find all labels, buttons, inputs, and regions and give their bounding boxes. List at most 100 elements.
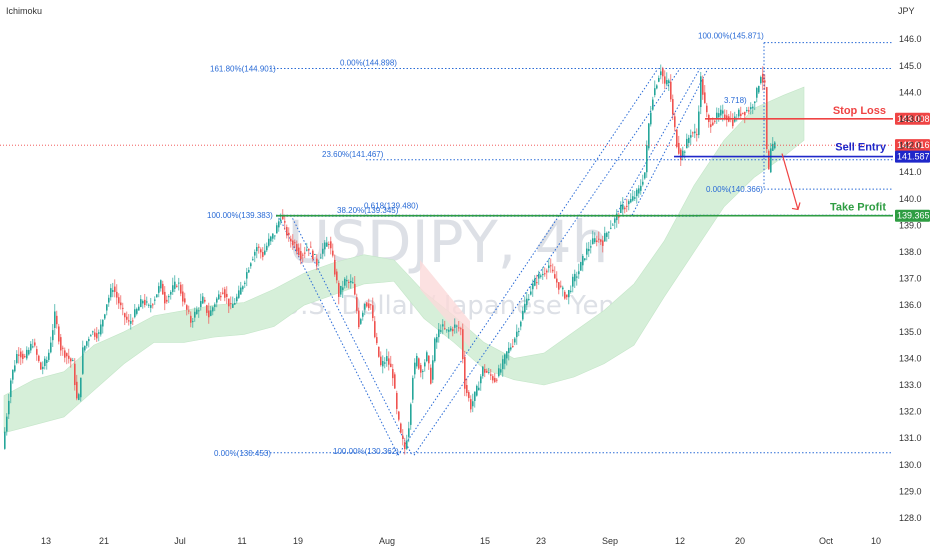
candle-body	[466, 385, 468, 393]
candle	[132, 317, 134, 326]
sell-entry-badge: 141.587	[895, 150, 930, 163]
candle-body	[230, 303, 232, 305]
candle	[710, 117, 712, 133]
candle	[226, 286, 228, 304]
candle-body	[764, 80, 766, 83]
candle	[522, 306, 524, 321]
candle-body	[526, 298, 528, 306]
candle-body	[104, 314, 106, 319]
candle-body	[384, 362, 386, 364]
candle-body	[612, 224, 614, 226]
candle-body	[742, 112, 744, 114]
candle-body	[56, 315, 58, 325]
candle	[172, 277, 174, 295]
candle	[486, 368, 488, 374]
candle	[140, 295, 142, 308]
candle	[402, 429, 404, 446]
candle	[264, 243, 266, 256]
candle-body	[404, 442, 406, 450]
candle-body	[428, 355, 430, 364]
candle-body	[162, 283, 164, 295]
candle-body	[432, 360, 434, 380]
candle-body	[646, 145, 648, 173]
candle	[194, 307, 196, 322]
take-profit-badge-bg	[895, 209, 930, 222]
candle	[276, 222, 278, 234]
candle	[4, 427, 6, 450]
candle	[640, 179, 642, 195]
candle-body	[594, 238, 596, 243]
candle	[566, 294, 568, 300]
candle-body	[146, 301, 148, 303]
candle	[504, 353, 506, 370]
candle	[446, 329, 448, 333]
candle-body	[210, 310, 212, 316]
candle	[66, 352, 68, 365]
candle-body	[250, 263, 252, 267]
candle-body	[172, 285, 174, 292]
candle-body	[376, 337, 378, 344]
candle	[578, 263, 580, 279]
candle	[740, 106, 742, 120]
candle	[382, 355, 384, 374]
candle	[478, 381, 480, 391]
candle-body	[52, 330, 54, 341]
candle	[138, 304, 140, 311]
candle-body	[350, 280, 352, 283]
candle	[52, 324, 54, 348]
candle-body	[198, 310, 200, 312]
candle	[536, 274, 538, 290]
candle-body	[482, 366, 484, 377]
candle	[502, 355, 504, 377]
candle-body	[686, 138, 688, 149]
candle-body	[674, 116, 676, 128]
time-axis[interactable]: 13 21 Jul 11 19 Aug 15 23 Sep 12 20 Oct 10	[41, 536, 881, 546]
candle	[592, 230, 594, 245]
candle-body	[568, 290, 570, 298]
candle-body	[344, 278, 346, 286]
candle	[500, 363, 502, 375]
candle	[430, 364, 432, 385]
y-tick-label: 135.0	[899, 327, 922, 337]
candle-body	[502, 359, 504, 370]
candle	[130, 313, 132, 330]
candle	[182, 284, 184, 307]
candle-body	[668, 80, 670, 84]
candle-body	[340, 285, 342, 295]
candle	[214, 302, 216, 312]
candle	[368, 298, 370, 311]
y-tick-label: 138.0	[899, 247, 922, 257]
candle-body	[556, 278, 558, 283]
candle	[30, 341, 32, 354]
candle	[80, 377, 82, 402]
candle-body	[610, 227, 612, 229]
candle-body	[566, 294, 568, 298]
price-axis[interactable]: 128.0 129.0 130.0 131.0 132.0 133.0 134.0 135.0…	[899, 34, 922, 523]
candle	[268, 233, 270, 248]
y-tick-label: 134.0	[899, 353, 922, 363]
candle	[62, 345, 64, 356]
candle	[190, 311, 192, 328]
candle	[346, 275, 348, 288]
candle	[632, 190, 634, 202]
candle	[570, 285, 572, 294]
candle-body	[182, 291, 184, 302]
candle	[596, 235, 598, 247]
candle-body	[272, 233, 274, 239]
candle	[690, 129, 692, 146]
candle	[284, 214, 286, 231]
y-tick-label: 141.0	[899, 167, 922, 177]
stop-loss-text: Stop Loss	[833, 105, 886, 117]
candle-body	[700, 76, 702, 108]
candle	[654, 80, 656, 98]
candle	[552, 263, 554, 274]
fib-diagonal	[413, 68, 681, 456]
candle	[412, 375, 414, 404]
candle-body	[202, 296, 204, 304]
candle	[456, 324, 458, 334]
candle	[330, 236, 332, 255]
candle	[482, 365, 484, 379]
candle	[44, 356, 46, 370]
